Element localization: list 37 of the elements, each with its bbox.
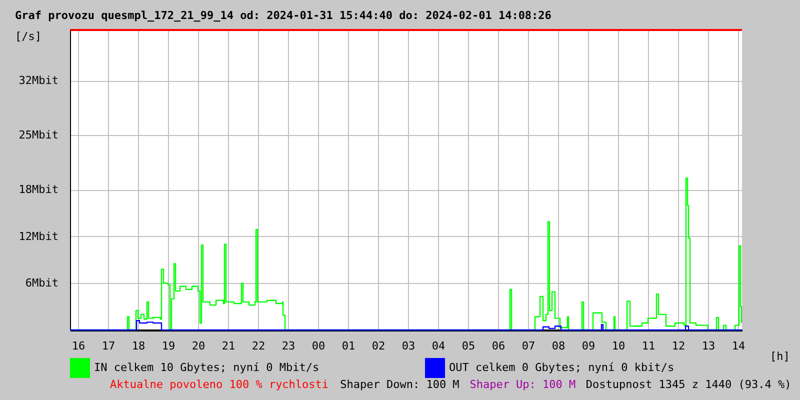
x-tick-label: 19 [162, 340, 176, 352]
x-tick-label: 04 [432, 340, 446, 352]
x-tick-label: 12 [672, 340, 686, 352]
x-tick-label: 20 [192, 340, 206, 352]
text: Shaper Down: 100 M [340, 378, 460, 391]
legend-label: OUT celkem 0 Gbytes; nyní 0 kbit/s [449, 361, 674, 374]
text: Dostupnost 1345 z 1440 (93.4 %) [586, 378, 792, 391]
x-tick-label: 03 [402, 340, 416, 352]
x-tick-label: 17 [102, 340, 116, 352]
chart-title: Graf provozu quesmpl_172_21_99_14 od: 2024-01-31 15:44:40 do: 2024-02-01 14:08:26 [15, 9, 552, 22]
y-tick-label: 32Mbit [18, 74, 58, 88]
x-tick-label: 01 [342, 340, 356, 352]
y-tick-label: 25Mbit [18, 128, 58, 142]
x-tick-label: 16 [72, 340, 86, 352]
x-tick-label: 10 [612, 340, 626, 352]
x-tick-label: 06 [492, 340, 506, 352]
x-tick-label: 18 [132, 340, 146, 352]
x-tick-label: 07 [522, 340, 536, 352]
x-tick-label: 21 [222, 340, 236, 352]
legend-label: IN celkem 10 Gbytes; nyní 0 Mbit/s [94, 361, 320, 374]
x-tick-label: 05 [462, 340, 476, 352]
x-tick-label: 11 [642, 340, 656, 352]
x-tick-label: 09 [582, 340, 596, 352]
y-axis-title: [/s] [15, 30, 42, 43]
x-axis-title: [h] [770, 350, 790, 363]
y-tick-label: 6Mbit [25, 276, 58, 290]
y-tick-label: 12Mbit [18, 230, 58, 243]
y-tick-label: 18Mbit [18, 183, 58, 196]
x-tick-label: 00 [312, 340, 326, 352]
text: Shaper Up: 100 M [470, 378, 576, 391]
x-tick-label: 22 [252, 340, 266, 352]
x-tick-label: 23 [282, 340, 296, 352]
x-tick-label: 14 [732, 340, 746, 352]
x-tick-label: 13 [702, 340, 716, 352]
x-tick-label: 08 [552, 340, 566, 352]
text: Aktualne povoleno 100 % rychlosti [110, 378, 329, 391]
x-tick-label: 02 [372, 340, 386, 352]
